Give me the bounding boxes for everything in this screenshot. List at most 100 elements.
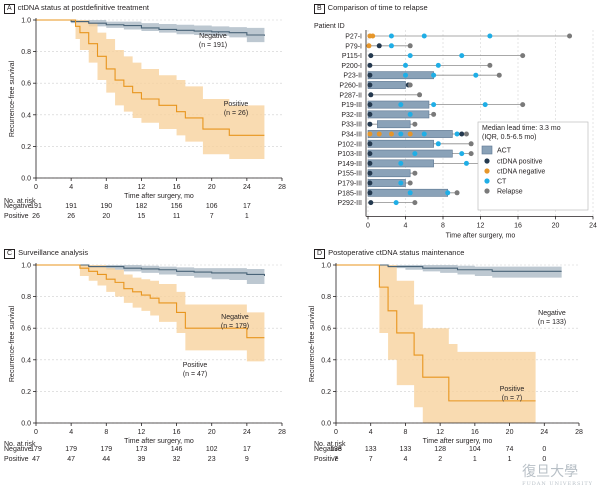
risk-cell-negative: 190 xyxy=(100,203,113,210)
x-tick-label: 16 xyxy=(514,222,522,229)
patient-id-label: P103-III xyxy=(337,151,362,158)
x-tick-label: 0 xyxy=(334,429,338,436)
positive-ci-band xyxy=(336,265,536,423)
patient-id-label: P102-III xyxy=(337,141,362,148)
y-tick-label: 0.8 xyxy=(21,294,31,301)
ctdna-negative-point xyxy=(388,131,394,137)
ct-point xyxy=(398,160,404,166)
relapse-point xyxy=(463,131,469,137)
relapse-point xyxy=(520,102,526,108)
relapse-point xyxy=(412,170,418,176)
x-axis-label: Time after surgery, mo xyxy=(423,438,493,445)
x-tick-label: 8 xyxy=(403,429,407,436)
y-tick-label: 0.0 xyxy=(21,176,31,183)
negative-survival-line xyxy=(336,264,562,272)
panel-d-title-text: Postoperative ctDNA status maintenance xyxy=(328,248,465,257)
ct-point xyxy=(445,190,451,196)
risk-row-label-negative: Negative xyxy=(4,446,32,453)
legend-item-label: Relapse xyxy=(497,189,523,196)
y-tick-label: 0.6 xyxy=(321,326,331,333)
negative-series-label: Negative xyxy=(538,310,566,317)
y-tick-label: 0.6 xyxy=(21,326,31,333)
risk-cell-positive: 47 xyxy=(67,456,76,463)
legend-box xyxy=(477,121,589,211)
risk-cell-negative: 0 xyxy=(542,446,547,453)
act-bar xyxy=(377,120,411,129)
legend-item-label: CT xyxy=(497,179,507,186)
risk-header-c: No. at risk xyxy=(4,441,36,448)
positive-series-label: (n = 26) xyxy=(224,110,248,117)
x-tick-label: 16 xyxy=(173,184,181,191)
risk-cell-negative: 179 xyxy=(65,446,77,453)
relapse-point xyxy=(407,43,413,49)
x-tick-label: 0 xyxy=(34,429,38,436)
ct-point xyxy=(403,72,408,78)
risk-cell-negative: 74 xyxy=(505,446,514,453)
y-tick-label: 0.4 xyxy=(21,357,31,364)
risk-cell-positive: 15 xyxy=(137,213,146,220)
panel-c: C Surveillance analysis 0.0 0.2 0.4 0.6 0.8 1.… xyxy=(0,245,300,489)
x-tick-label: 0 xyxy=(366,222,370,229)
legend-ctdna-positive-swatch xyxy=(484,158,490,164)
ctdna-positive-point xyxy=(367,180,373,186)
positive-series-label: (n = 47) xyxy=(183,371,207,378)
risk-cell-negative: 191 xyxy=(30,203,42,210)
y-tick-label: 0.2 xyxy=(21,389,31,396)
panel-c-title: C Surveillance analysis xyxy=(4,248,88,259)
patient-id-label: P115-I xyxy=(342,53,362,60)
ct-point xyxy=(398,180,404,186)
ct-point xyxy=(403,62,408,68)
ct-point xyxy=(412,151,418,157)
risk-cell-positive: 26 xyxy=(32,213,40,220)
risk-header-a: No. at risk xyxy=(4,198,36,205)
x-tick-label: 20 xyxy=(506,429,514,436)
ctdna-positive-point xyxy=(367,62,373,68)
risk-cell-positive: 23 xyxy=(207,456,216,463)
km-chart-d: 0.0 0.2 0.4 0.6 0.8 1.0 0 4 8 12 16 20 24 28 Time afte… xyxy=(309,263,583,446)
relapse-point xyxy=(520,53,526,59)
panel-d-letter: D xyxy=(314,249,326,259)
ctdna-positive-point xyxy=(367,102,373,108)
ctdna-positive-point xyxy=(367,160,373,166)
negative-series-label: (n = 179) xyxy=(221,323,249,330)
ctdna-positive-point xyxy=(368,53,374,59)
legend-item-label: ctDNA negative xyxy=(497,169,545,176)
panel-b-letter: B xyxy=(314,4,325,14)
relapse-point xyxy=(407,82,413,88)
ctdna-negative-point xyxy=(376,131,382,137)
ctdna-positive-point xyxy=(367,111,373,117)
x-tick-label: 4 xyxy=(69,184,73,191)
y-tick-label: 0.0 xyxy=(321,421,331,428)
x-tick-label: 8 xyxy=(441,222,445,229)
patient-id-label: P292-III xyxy=(337,200,362,207)
relapse-point xyxy=(487,62,493,68)
panel-d: D Postoperative ctDNA status maintenance … xyxy=(300,245,599,489)
relapse-point xyxy=(567,33,573,39)
positive-series-label: Positive xyxy=(500,386,525,393)
risk-cell-negative: 104 xyxy=(469,446,481,453)
legend-act-swatch xyxy=(481,145,493,155)
x-tick-label: 24 xyxy=(243,184,251,191)
watermark-sub: FUDAN UNIVERSITY xyxy=(522,481,593,487)
patient-id-label: P33-III xyxy=(341,122,362,129)
legend-ctdna-negative-swatch xyxy=(484,168,490,174)
ct-point xyxy=(454,131,460,137)
risk-cell-negative: 17 xyxy=(242,203,251,210)
ct-point xyxy=(435,141,441,147)
risk-row-label-positive: Positive xyxy=(4,456,29,463)
patient-id-label: P23-II xyxy=(343,73,362,80)
risk-cell-negative: 106 xyxy=(205,203,218,210)
x-tick-label: 0 xyxy=(34,184,38,191)
negative-ci-band xyxy=(336,265,562,278)
y-tick-label: 1.0 xyxy=(321,263,331,270)
negative-series-label: Negative xyxy=(221,314,249,321)
relapse-point xyxy=(468,151,474,157)
risk-row-label-positive: Positive xyxy=(314,456,339,463)
ctdna-negative-point xyxy=(366,43,372,49)
ct-point xyxy=(393,200,399,206)
risk-cell-positive: 47 xyxy=(32,456,40,463)
x-tick-label: 20 xyxy=(208,184,216,191)
legend-ct-swatch xyxy=(484,178,490,184)
x-tick-label: 4 xyxy=(369,429,373,436)
risk-cell-positive: 1 xyxy=(507,456,512,463)
